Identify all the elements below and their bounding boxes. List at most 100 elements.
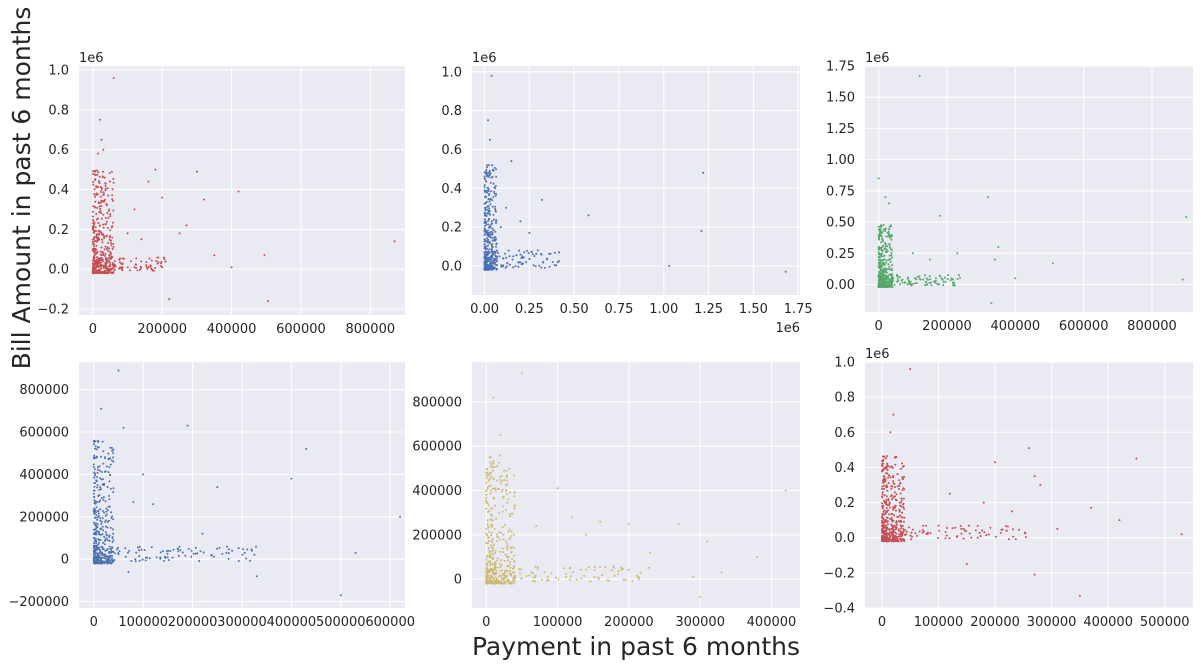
scatter-point — [104, 500, 107, 503]
scatter-point — [92, 172, 95, 175]
scatter-point — [1180, 533, 1183, 536]
y-tick-label: 0.2 — [441, 221, 462, 236]
scatter-point — [111, 248, 114, 250]
scatter-point — [102, 529, 105, 532]
scatter-point — [893, 506, 896, 509]
scatter-point — [486, 172, 489, 175]
scatter-point — [93, 540, 96, 543]
scatter-point — [92, 183, 95, 186]
scatter-point — [487, 194, 490, 197]
scatter-point — [944, 537, 947, 540]
scatter-point — [883, 278, 886, 281]
y-tick-label: 0.8 — [441, 104, 462, 119]
scatter-point — [505, 474, 508, 477]
scatter-point — [572, 571, 575, 573]
scatter-point — [93, 562, 96, 565]
scatter-point — [487, 190, 490, 193]
scatter-point — [93, 268, 96, 271]
scatter-point — [1018, 528, 1021, 531]
scatter-point — [889, 268, 892, 271]
scatter-point — [898, 501, 901, 504]
scatter-point — [101, 483, 104, 486]
scatter-point — [488, 242, 491, 245]
plot-area — [79, 66, 405, 315]
scatter-point — [495, 579, 498, 581]
scatter-point — [882, 518, 885, 521]
scatter-point — [99, 261, 102, 264]
scatter-point — [877, 258, 880, 261]
scatter-point — [93, 251, 96, 254]
scatter-point — [949, 279, 952, 282]
scatter-point — [505, 489, 508, 492]
scatter-point — [954, 526, 957, 529]
scatter-point — [886, 523, 889, 525]
scatter-point — [133, 208, 136, 211]
scatter-point — [784, 489, 787, 492]
scatter-point — [532, 572, 535, 575]
scatter-point — [510, 581, 513, 584]
scatter-point — [883, 247, 886, 250]
scatter-point — [141, 558, 144, 561]
scatter-point — [100, 471, 103, 473]
scatter-point — [94, 474, 96, 477]
scatter-point — [96, 523, 99, 526]
scatter-point — [944, 280, 947, 283]
scatter-point — [649, 551, 652, 554]
y-tick-label: 1.00 — [826, 153, 855, 168]
scatter-point — [512, 579, 515, 582]
scatter-point — [888, 474, 891, 477]
scatter-point — [635, 574, 638, 577]
scatter-point — [908, 281, 911, 284]
scatter-point — [108, 259, 110, 262]
scatter-point — [488, 192, 491, 195]
scatter-point — [1014, 538, 1017, 541]
scatter-point — [892, 540, 895, 543]
scatter-point — [512, 533, 515, 536]
scatter-point — [118, 550, 121, 553]
scatter-point — [150, 267, 153, 270]
scatter-point — [103, 535, 106, 538]
scatter-point — [888, 529, 891, 531]
x-tick-label: 1.50 — [739, 302, 768, 317]
scatter-point — [898, 520, 901, 523]
y-offset-label: 1e6 — [472, 51, 497, 66]
scatter-point — [890, 494, 893, 497]
scatter-point — [879, 233, 881, 236]
scatter-point — [107, 257, 110, 260]
scatter-point — [487, 238, 490, 241]
scatter-point — [496, 533, 498, 536]
scatter-point — [488, 213, 491, 216]
scatter-point — [883, 484, 885, 487]
scatter-point — [887, 498, 890, 500]
scatter-point — [135, 551, 138, 554]
scatter-point — [354, 551, 357, 554]
scatter-point — [111, 546, 114, 549]
scatter-point — [489, 524, 492, 527]
scatter-point — [639, 571, 642, 574]
scatter-point — [96, 486, 99, 489]
scatter-point — [905, 533, 908, 536]
scatter-point — [894, 534, 897, 537]
scatter-point — [882, 262, 885, 265]
scatter-point — [94, 266, 97, 269]
scatter-point — [885, 280, 888, 283]
scatter-point — [100, 478, 103, 481]
scatter-point — [143, 549, 146, 551]
scatter-points — [92, 369, 402, 597]
y-tick-label: 0.50 — [826, 216, 855, 231]
scatter-point — [500, 563, 503, 566]
scatter-point — [899, 527, 902, 530]
scatter-point — [124, 547, 127, 550]
scatter-point — [486, 166, 488, 169]
scatter-points — [881, 368, 1183, 597]
scatter-point — [109, 261, 111, 264]
scatter-point — [553, 251, 556, 254]
scatter-point — [105, 507, 108, 510]
scatter-point — [118, 261, 121, 264]
scatter-point — [92, 528, 95, 531]
x-tick-label: 800000 — [1127, 319, 1177, 334]
scatter-point — [488, 569, 491, 572]
scatter-point — [565, 575, 568, 578]
scatter-point — [1181, 278, 1184, 281]
scatter-point — [599, 520, 602, 523]
